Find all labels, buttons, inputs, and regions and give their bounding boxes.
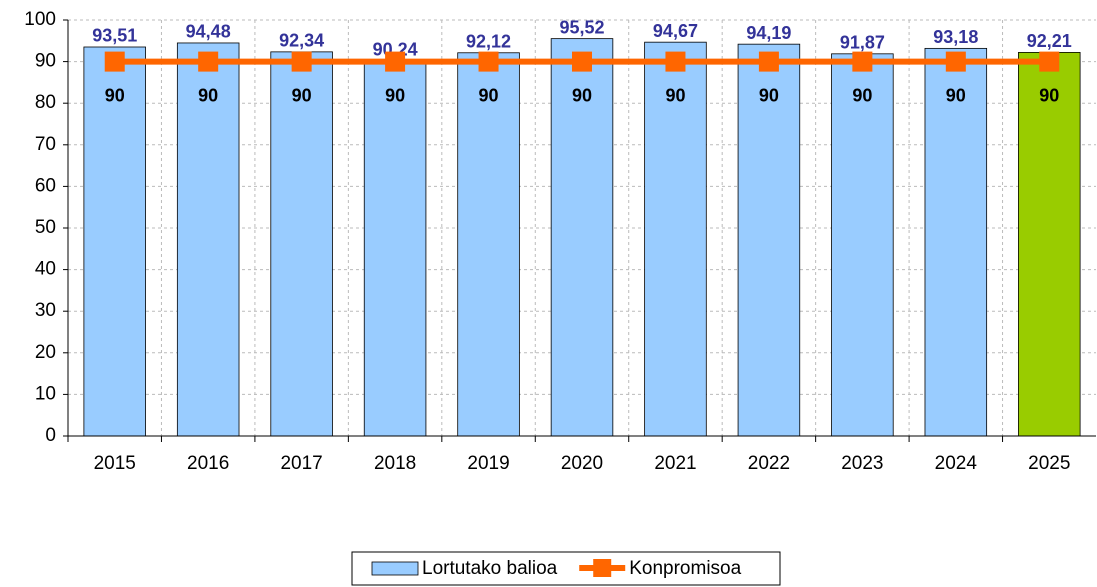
line-marker bbox=[291, 51, 312, 72]
x-tick-label: 2016 bbox=[187, 453, 229, 474]
bar-value-label: 94,19 bbox=[746, 23, 791, 43]
line-marker bbox=[104, 51, 125, 72]
x-tick-label: 2022 bbox=[748, 453, 790, 474]
x-tick-label: 2023 bbox=[841, 453, 883, 474]
y-tick-label: 60 bbox=[35, 175, 56, 196]
x-tick-label: 2019 bbox=[467, 453, 509, 474]
line-value-label: 90 bbox=[759, 85, 779, 105]
line-value-label: 90 bbox=[1039, 85, 1059, 105]
line-marker bbox=[572, 51, 592, 72]
bar bbox=[831, 53, 894, 437]
line-value-label: 90 bbox=[385, 85, 405, 105]
bar bbox=[1018, 52, 1081, 437]
bar bbox=[457, 52, 520, 437]
line-value-label: 90 bbox=[852, 85, 872, 105]
line-value-label: 90 bbox=[198, 85, 218, 105]
bar-value-label: 94,48 bbox=[186, 22, 231, 42]
bar-value-label: 93,18 bbox=[933, 27, 978, 47]
legend-swatch-marker bbox=[593, 559, 612, 577]
legend-box bbox=[351, 551, 781, 586]
line-marker bbox=[385, 51, 406, 72]
legend-label: Konpromisoa bbox=[629, 558, 741, 579]
line-marker bbox=[852, 51, 873, 72]
line-marker bbox=[1039, 51, 1060, 72]
bar-value-label: 92,21 bbox=[1027, 31, 1072, 51]
x-tick-label: 2020 bbox=[561, 453, 603, 474]
line-value-label: 90 bbox=[105, 85, 125, 105]
y-tick-label: 0 bbox=[45, 425, 56, 446]
bar-value-label: 92,34 bbox=[279, 31, 324, 51]
line-marker bbox=[198, 51, 219, 72]
bar-value-label: 92,12 bbox=[466, 32, 511, 52]
x-tick-label: 2024 bbox=[935, 453, 978, 474]
y-tick-label: 30 bbox=[35, 300, 56, 321]
line-value-label: 90 bbox=[479, 85, 499, 105]
legend: Lortutako balioa Konpromisoa bbox=[351, 551, 781, 586]
line-marker bbox=[478, 51, 499, 72]
line-value-label: 90 bbox=[946, 85, 966, 105]
y-tick-label: 20 bbox=[35, 342, 56, 363]
bar-value-label: 91,87 bbox=[840, 33, 885, 53]
x-tick-label: 2015 bbox=[94, 453, 136, 474]
y-tick-label: 40 bbox=[35, 259, 56, 280]
legend-label: Lortutako balioa bbox=[422, 558, 558, 579]
bar-value-label: 95,52 bbox=[559, 17, 604, 37]
y-tick-label: 70 bbox=[35, 134, 56, 155]
line-value-label: 90 bbox=[292, 85, 312, 105]
y-tick-label: 50 bbox=[35, 217, 56, 238]
y-tick-label: 80 bbox=[35, 92, 56, 113]
y-tick-label: 10 bbox=[35, 383, 56, 404]
x-tick-label: 2021 bbox=[654, 453, 696, 474]
x-tick-label: 2025 bbox=[1028, 453, 1070, 474]
bar bbox=[737, 43, 801, 437]
x-tick-label: 2018 bbox=[374, 453, 416, 474]
bar bbox=[644, 41, 707, 437]
line-marker bbox=[758, 51, 779, 72]
bar-value-label: 94,67 bbox=[653, 21, 698, 41]
legend-swatch bbox=[371, 561, 419, 576]
bar-value-label: 90,24 bbox=[373, 39, 418, 59]
y-tick-label: 100 bbox=[24, 9, 56, 30]
line-value-label: 90 bbox=[572, 85, 592, 105]
bar-value-label: 93,51 bbox=[92, 26, 137, 46]
y-tick-label: 90 bbox=[35, 51, 56, 72]
line-value-label: 90 bbox=[665, 85, 685, 105]
x-tick-label: 2017 bbox=[280, 453, 322, 474]
line-marker bbox=[665, 51, 686, 72]
bar bbox=[270, 51, 333, 437]
line-marker bbox=[945, 51, 966, 72]
bar bbox=[550, 38, 614, 437]
bar bbox=[363, 60, 427, 437]
bar bbox=[924, 47, 988, 437]
